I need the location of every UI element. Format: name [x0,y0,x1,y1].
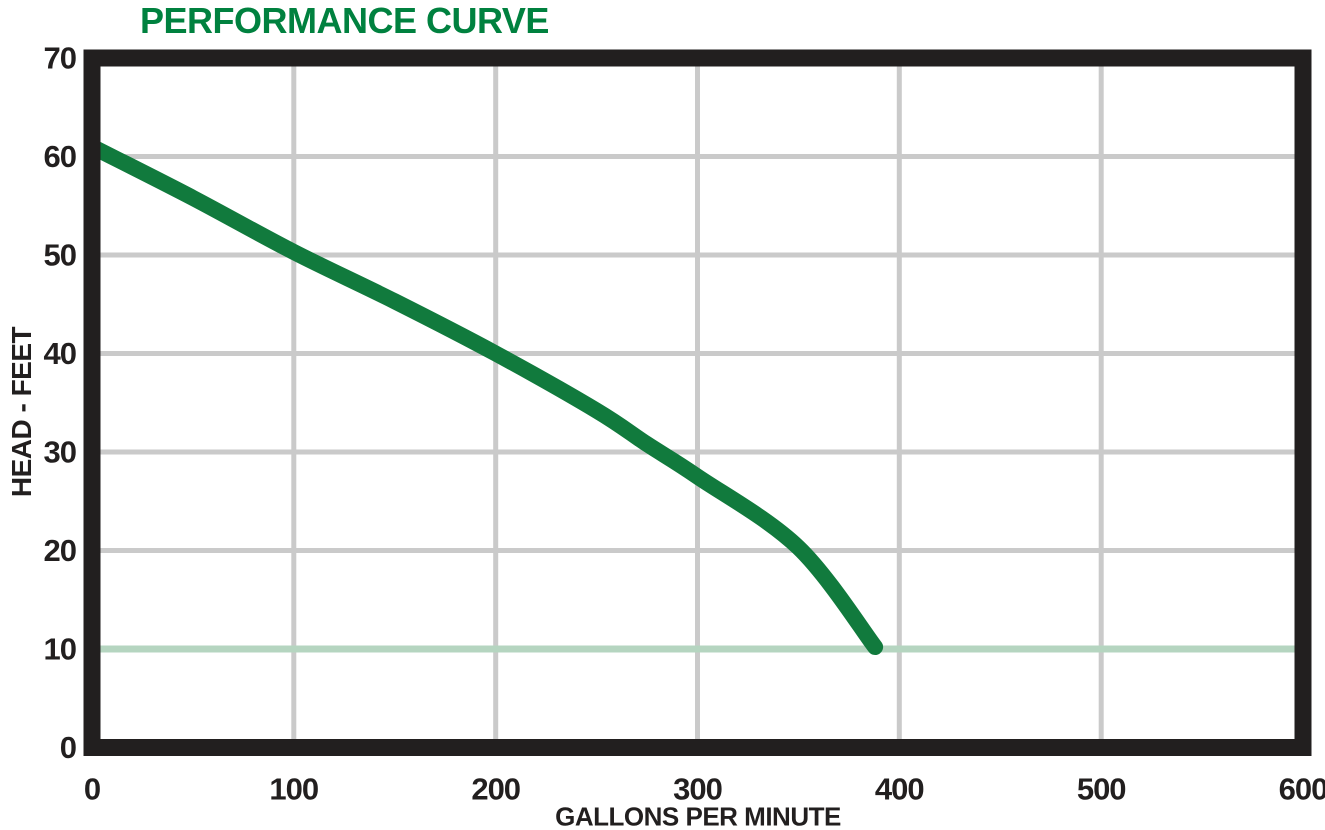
svg-text:500: 500 [1077,772,1126,807]
svg-text:70: 70 [44,41,76,76]
plot-border [83,49,1312,756]
y-axis-title: HEAD - FEET [6,326,37,498]
gridlines [92,58,1303,748]
svg-text:20: 20 [44,533,76,568]
svg-text:60: 60 [44,139,76,174]
svg-text:300: 300 [673,772,722,807]
svg-text:200: 200 [471,772,520,807]
chart-title: PERFORMANCE CURVE [140,0,549,41]
performance-curve-line [84,138,884,655]
svg-text:30: 30 [44,435,76,470]
svg-text:40: 40 [44,336,76,371]
svg-text:50: 50 [44,238,76,273]
svg-text:600: 600 [1279,772,1325,807]
svg-text:400: 400 [875,772,924,807]
svg-text:10: 10 [44,632,76,667]
x-axis-title: GALLONS PER MINUTE [555,801,841,830]
y-axis-tick-labels: 0 10 20 30 40 50 60 70 [44,41,77,766]
svg-text:100: 100 [269,772,318,807]
svg-text:0: 0 [84,772,100,807]
x-axis-tick-labels: 0 100 200 300 400 500 600 [84,772,1325,807]
svg-text:0: 0 [60,730,76,765]
